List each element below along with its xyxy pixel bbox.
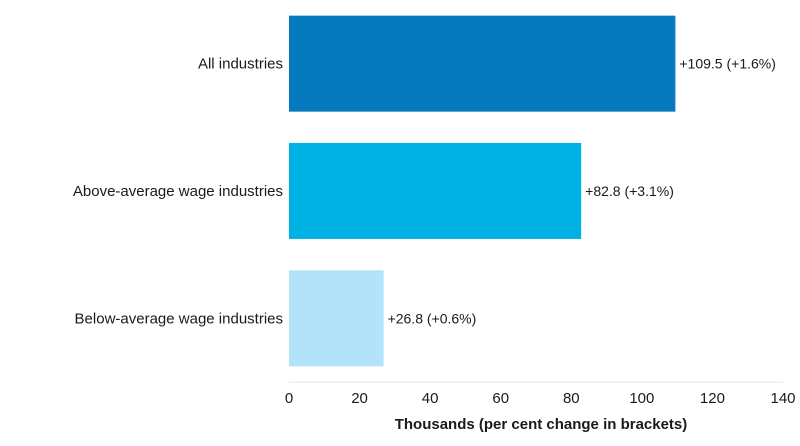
category-label: Above-average wage industries — [73, 183, 283, 200]
x-tick-label: 140 — [770, 390, 795, 407]
x-tick-label: 100 — [629, 390, 654, 407]
bar — [289, 142, 582, 239]
bar — [289, 270, 384, 367]
x-axis-title: Thousands (per cent change in brackets) — [395, 416, 688, 433]
x-tick-label: 80 — [563, 390, 580, 407]
category-label: Below-average wage industries — [75, 310, 283, 327]
x-tick-labels-group: 0 20 40 60 80 100 120 140 — [285, 390, 796, 407]
x-tick-label: 0 — [285, 390, 293, 407]
x-tick-label: 40 — [422, 390, 439, 407]
data-label: +109.5 (+1.6%) — [679, 56, 776, 72]
data-label: +26.8 (+0.6%) — [388, 310, 477, 326]
category-label: All industries — [198, 56, 283, 73]
data-labels-group: +109.5 (+1.6%) +82.8 (+3.1%) +26.8 (+0.6%) — [388, 56, 776, 327]
bar — [289, 15, 676, 112]
x-tick-label: 60 — [492, 390, 509, 407]
bars-group — [289, 15, 676, 367]
data-label: +82.8 (+3.1%) — [585, 183, 674, 199]
category-labels-group: All industries Above-average wage industr… — [73, 56, 283, 328]
x-tick-label: 120 — [700, 390, 725, 407]
x-tick-label: 20 — [351, 390, 368, 407]
